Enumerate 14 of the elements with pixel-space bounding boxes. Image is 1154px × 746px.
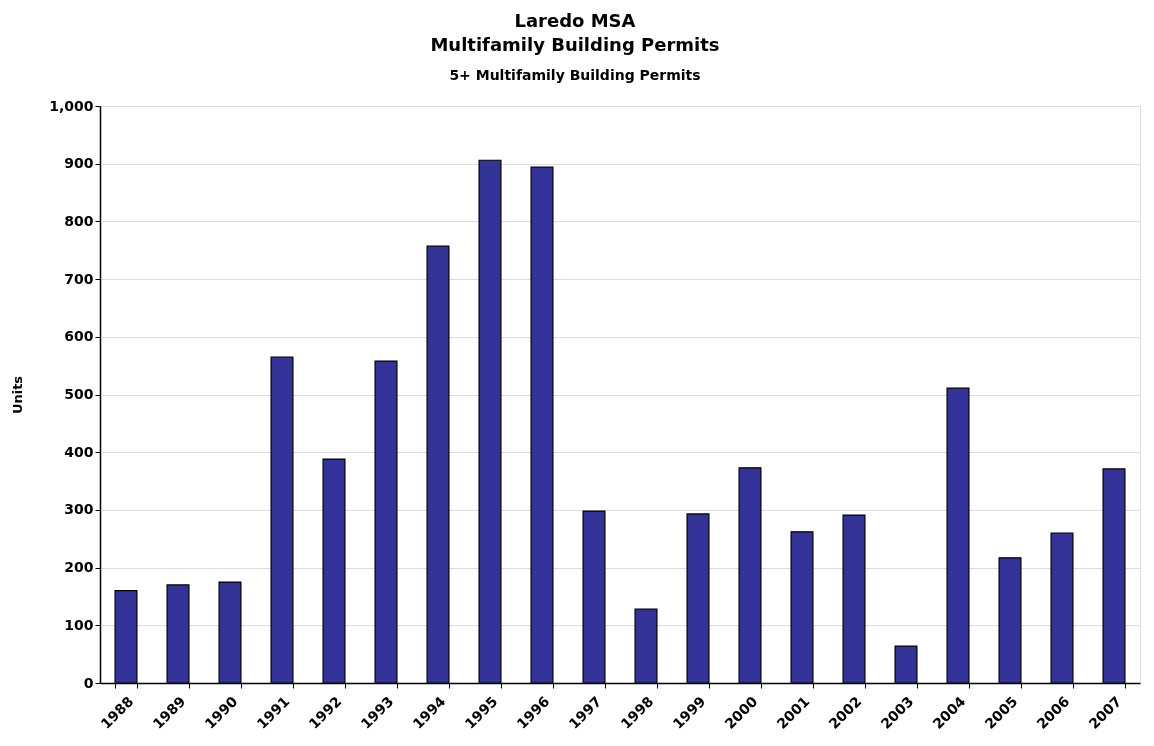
y-tick-label: 700 bbox=[64, 270, 94, 287]
y-tick-label: 500 bbox=[64, 386, 94, 402]
y-tick-label: 400 bbox=[64, 443, 94, 460]
y-tick-label: 900 bbox=[64, 155, 94, 172]
y-axis-title: Units bbox=[10, 375, 26, 415]
y-tick-label: 0 bbox=[83, 674, 94, 691]
chart-subtitle: 5+ Multifamily Building Permits bbox=[449, 67, 701, 83]
y-tick-label: 100 bbox=[64, 616, 94, 633]
y-tick-label: 1,000 bbox=[49, 97, 94, 114]
y-tick-label: 800 bbox=[64, 212, 94, 229]
y-tick-label: 200 bbox=[64, 559, 94, 576]
y-tick-label: 600 bbox=[64, 328, 94, 345]
y-tick-label: 300 bbox=[64, 501, 94, 518]
chart-title: Laredo MSA Multifamily Building Permits bbox=[430, 10, 720, 55]
